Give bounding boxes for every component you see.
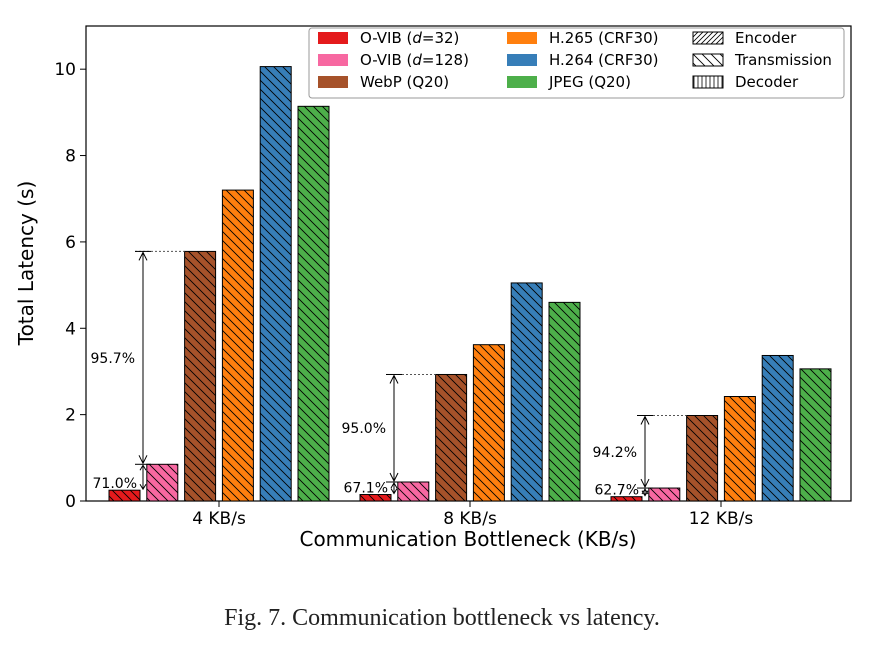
y-axis-label: Total Latency (s) — [14, 181, 38, 347]
x-axis: 4 KB/s 8 KB/s 12 KB/s — [192, 501, 753, 529]
legend-label-jpeg-q20: JPEG (Q20) — [548, 73, 631, 91]
annotation-small-8-kb-s: 67.1% — [344, 481, 388, 497]
bar-jpeg-q20-12-kb-s-hatch — [799, 368, 832, 502]
legend-label-o-vib-d-32: O-VIB (d=32) — [360, 29, 459, 47]
y-axis: 0 2 4 6 8 10 — [54, 60, 86, 512]
y-tick-label: 8 — [65, 147, 76, 167]
legend: O-VIB (d=32) O-VIB (d=128) WebP (Q20) H.265… — [308, 27, 845, 99]
legend-swatch-webp-q20 — [318, 76, 348, 88]
arrowhead-small-bottom-4-kb-s — [139, 483, 147, 491]
arrowhead-big-top-8-kb-s — [389, 374, 399, 384]
x-tick-label: 12 KB/s — [689, 509, 754, 529]
legend-swatch-o-vib-d-128 — [318, 54, 348, 66]
legend-label-decoder: Decoder — [735, 73, 799, 91]
figure-caption: Fig. 7. Communication bottleneck vs late… — [224, 605, 660, 631]
arrowhead-big-top-12-kb-s — [640, 415, 650, 425]
bar-o-vib-d-32-12-kb-s-hatch — [610, 496, 643, 502]
arrowhead-small-bottom-8-kb-s — [390, 488, 398, 495]
arrowhead-big-bottom-4-kb-s — [138, 455, 148, 465]
x-tick-label: 8 KB/s — [443, 509, 497, 529]
legend-label-h-265-crf30: H.265 (CRF30) — [549, 29, 659, 47]
arrowhead-small-bottom-12-kb-s — [641, 490, 649, 497]
bar-webp-q20-12-kb-s-hatch — [686, 415, 719, 502]
plot-frame — [85, 25, 852, 502]
arrowhead-big-top-4-kb-s — [138, 251, 148, 261]
arrowhead-big-bottom-12-kb-s — [640, 478, 650, 489]
x-axis-label: Communication Bottleneck (KB/s) — [299, 527, 636, 551]
bar-webp-q20-4-kb-s-hatch — [184, 250, 217, 502]
bar-h-264-crf30-12-kb-s-hatch — [761, 354, 794, 502]
bar-h-265-crf30-4-kb-s-hatch — [221, 189, 254, 502]
bar-jpeg-q20-4-kb-s-hatch — [297, 105, 330, 502]
annotation-big-8-kb-s: 95.0% — [342, 421, 386, 437]
x-tick-label: 4 KB/s — [192, 509, 246, 529]
legend-label-h-264-crf30: H.264 (CRF30) — [549, 51, 659, 69]
bar-o-vib-d-128-8-kb-s-hatch — [397, 481, 430, 502]
arrowhead-big-bottom-8-kb-s — [389, 472, 399, 483]
legend-swatch-jpeg-q20 — [507, 76, 537, 88]
bar-webp-q20-8-kb-s-hatch — [435, 373, 468, 502]
y-tick-label: 0 — [65, 492, 76, 512]
legend-swatch-h-264-crf30 — [507, 54, 537, 66]
legend-hatch-decoder — [692, 75, 724, 89]
legend-swatch-o-vib-d-32 — [318, 32, 348, 44]
bars-layer — [108, 66, 832, 502]
bar-h-265-crf30-8-kb-s-hatch — [472, 344, 505, 502]
legend-hatch-encoder — [692, 31, 724, 45]
y-tick-label: 2 — [65, 406, 76, 426]
y-tick-label: 6 — [65, 233, 76, 253]
arrowhead-small-top-8-kb-s — [390, 482, 398, 489]
arrowhead-small-top-4-kb-s — [139, 464, 147, 471]
legend-label-encoder: Encoder — [735, 29, 797, 47]
legend-swatch-h-265-crf30 — [507, 32, 537, 44]
bar-o-vib-d-32-4-kb-s-hatch — [108, 489, 141, 502]
legend-label-webp-q20: WebP (Q20) — [360, 73, 449, 91]
annotation-big-12-kb-s: 94.2% — [593, 445, 637, 461]
annotations-layer: 95.7% 71.0% 95.0% 67.1% 94.2% 62.7% — [91, 250, 687, 499]
annotation-small-12-kb-s: 62.7% — [595, 483, 639, 499]
bar-h-264-crf30-4-kb-s-hatch — [259, 66, 292, 502]
bar-jpeg-q20-8-kb-s-hatch — [548, 301, 581, 502]
y-tick-label: 10 — [54, 60, 76, 80]
bar-o-vib-d-32-8-kb-s-hatch — [359, 494, 392, 502]
bar-h-264-crf30-8-kb-s-hatch — [510, 282, 543, 502]
annotation-small-4-kb-s: 71.0% — [93, 476, 137, 492]
annotation-big-4-kb-s: 95.7% — [91, 351, 135, 367]
y-tick-label: 4 — [65, 319, 76, 339]
bar-o-vib-d-128-12-kb-s-hatch — [648, 487, 681, 502]
legend-label-transmission: Transmission — [734, 51, 832, 69]
bar-o-vib-d-128-4-kb-s-hatch — [146, 463, 179, 502]
legend-label-o-vib-d-128: O-VIB (d=128) — [360, 51, 469, 69]
bar-h-265-crf30-12-kb-s-hatch — [723, 396, 756, 502]
legend-hatch-transmission — [692, 53, 724, 67]
